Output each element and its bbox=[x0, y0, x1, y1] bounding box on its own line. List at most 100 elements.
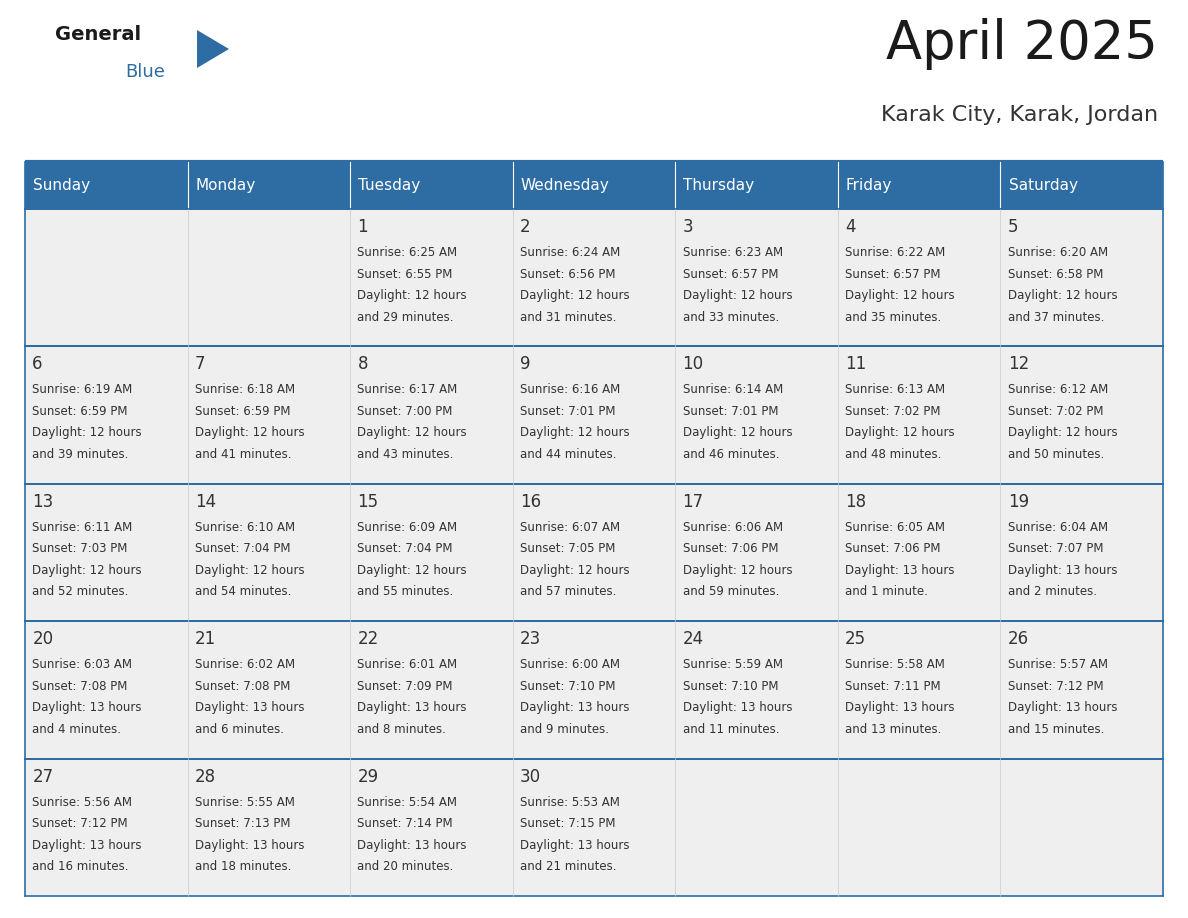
Text: Sunset: 6:59 PM: Sunset: 6:59 PM bbox=[32, 405, 128, 418]
Text: Daylight: 12 hours: Daylight: 12 hours bbox=[195, 426, 304, 440]
Bar bbox=[25, 209, 188, 346]
Text: Daylight: 13 hours: Daylight: 13 hours bbox=[1007, 701, 1117, 714]
Text: Sunset: 7:12 PM: Sunset: 7:12 PM bbox=[32, 817, 128, 830]
Text: Sunrise: 6:20 AM: Sunrise: 6:20 AM bbox=[1007, 246, 1108, 259]
Text: Sunrise: 6:03 AM: Sunrise: 6:03 AM bbox=[32, 658, 132, 671]
Text: 13: 13 bbox=[32, 493, 53, 510]
Bar bbox=[513, 346, 675, 484]
Text: Sunrise: 6:12 AM: Sunrise: 6:12 AM bbox=[1007, 384, 1108, 397]
Text: Daylight: 12 hours: Daylight: 12 hours bbox=[520, 564, 630, 577]
Bar bbox=[188, 346, 350, 484]
Text: and 37 minutes.: and 37 minutes. bbox=[1007, 310, 1104, 323]
Text: Sunset: 7:05 PM: Sunset: 7:05 PM bbox=[520, 543, 615, 555]
Text: 27: 27 bbox=[32, 767, 53, 786]
Text: 24: 24 bbox=[683, 630, 703, 648]
Bar bbox=[25, 162, 188, 209]
Text: Daylight: 13 hours: Daylight: 13 hours bbox=[845, 701, 955, 714]
Text: Sunset: 6:57 PM: Sunset: 6:57 PM bbox=[683, 267, 778, 281]
Text: Sunrise: 6:14 AM: Sunrise: 6:14 AM bbox=[683, 384, 783, 397]
Text: Blue: Blue bbox=[125, 63, 165, 81]
Text: and 8 minutes.: and 8 minutes. bbox=[358, 722, 447, 735]
Bar bbox=[838, 162, 1000, 209]
Text: 25: 25 bbox=[845, 630, 866, 648]
Text: Sunrise: 6:05 AM: Sunrise: 6:05 AM bbox=[845, 521, 946, 533]
Text: Sunrise: 6:17 AM: Sunrise: 6:17 AM bbox=[358, 384, 457, 397]
Text: Daylight: 13 hours: Daylight: 13 hours bbox=[845, 564, 955, 577]
Text: and 59 minutes.: and 59 minutes. bbox=[683, 586, 779, 599]
Text: 28: 28 bbox=[195, 767, 216, 786]
Bar bbox=[25, 758, 188, 896]
Text: Sunset: 6:59 PM: Sunset: 6:59 PM bbox=[195, 405, 290, 418]
Bar bbox=[188, 758, 350, 896]
Text: Sunrise: 5:57 AM: Sunrise: 5:57 AM bbox=[1007, 658, 1107, 671]
Text: Sunrise: 6:22 AM: Sunrise: 6:22 AM bbox=[845, 246, 946, 259]
Text: Sunrise: 6:00 AM: Sunrise: 6:00 AM bbox=[520, 658, 620, 671]
Text: 22: 22 bbox=[358, 630, 379, 648]
Text: Wednesday: Wednesday bbox=[520, 178, 609, 193]
Text: Karak City, Karak, Jordan: Karak City, Karak, Jordan bbox=[880, 105, 1158, 125]
Text: 21: 21 bbox=[195, 630, 216, 648]
Text: Sunset: 7:01 PM: Sunset: 7:01 PM bbox=[683, 405, 778, 418]
Text: and 15 minutes.: and 15 minutes. bbox=[1007, 722, 1104, 735]
Text: and 46 minutes.: and 46 minutes. bbox=[683, 448, 779, 461]
Bar bbox=[675, 484, 838, 621]
Text: Sunrise: 6:01 AM: Sunrise: 6:01 AM bbox=[358, 658, 457, 671]
Text: Sunset: 6:56 PM: Sunset: 6:56 PM bbox=[520, 267, 615, 281]
Text: 12: 12 bbox=[1007, 355, 1029, 374]
Text: and 57 minutes.: and 57 minutes. bbox=[520, 586, 617, 599]
Text: and 44 minutes.: and 44 minutes. bbox=[520, 448, 617, 461]
Text: 3: 3 bbox=[683, 218, 694, 236]
Text: 14: 14 bbox=[195, 493, 216, 510]
Text: Sunset: 7:10 PM: Sunset: 7:10 PM bbox=[520, 679, 615, 693]
Text: Sunset: 7:14 PM: Sunset: 7:14 PM bbox=[358, 817, 453, 830]
Text: and 2 minutes.: and 2 minutes. bbox=[1007, 586, 1097, 599]
Text: Friday: Friday bbox=[846, 178, 892, 193]
Text: and 41 minutes.: and 41 minutes. bbox=[195, 448, 291, 461]
Text: Sunrise: 6:25 AM: Sunrise: 6:25 AM bbox=[358, 246, 457, 259]
Text: Sunrise: 5:56 AM: Sunrise: 5:56 AM bbox=[32, 796, 132, 809]
Bar bbox=[838, 758, 1000, 896]
Bar bbox=[675, 162, 838, 209]
Text: 5: 5 bbox=[1007, 218, 1018, 236]
Text: 26: 26 bbox=[1007, 630, 1029, 648]
Text: Sunset: 7:13 PM: Sunset: 7:13 PM bbox=[195, 817, 290, 830]
Bar bbox=[838, 621, 1000, 758]
Text: Sunset: 7:11 PM: Sunset: 7:11 PM bbox=[845, 679, 941, 693]
Bar bbox=[188, 162, 350, 209]
Text: General: General bbox=[55, 25, 141, 44]
Text: Sunrise: 6:24 AM: Sunrise: 6:24 AM bbox=[520, 246, 620, 259]
Text: and 48 minutes.: and 48 minutes. bbox=[845, 448, 942, 461]
Bar bbox=[25, 484, 188, 621]
Text: and 18 minutes.: and 18 minutes. bbox=[195, 860, 291, 873]
Bar bbox=[513, 484, 675, 621]
Bar bbox=[350, 621, 513, 758]
Bar bbox=[350, 484, 513, 621]
Text: 29: 29 bbox=[358, 767, 379, 786]
Text: Sunrise: 6:13 AM: Sunrise: 6:13 AM bbox=[845, 384, 946, 397]
Text: Thursday: Thursday bbox=[683, 178, 754, 193]
Text: Sunrise: 6:06 AM: Sunrise: 6:06 AM bbox=[683, 521, 783, 533]
Text: Sunset: 7:15 PM: Sunset: 7:15 PM bbox=[520, 817, 615, 830]
Text: 9: 9 bbox=[520, 355, 531, 374]
Text: Daylight: 12 hours: Daylight: 12 hours bbox=[520, 426, 630, 440]
Text: and 52 minutes.: and 52 minutes. bbox=[32, 586, 128, 599]
Text: Daylight: 13 hours: Daylight: 13 hours bbox=[195, 839, 304, 852]
Bar bbox=[675, 346, 838, 484]
Bar bbox=[675, 209, 838, 346]
Text: 19: 19 bbox=[1007, 493, 1029, 510]
Text: Sunset: 7:08 PM: Sunset: 7:08 PM bbox=[195, 679, 290, 693]
Text: 7: 7 bbox=[195, 355, 206, 374]
Text: Sunset: 7:03 PM: Sunset: 7:03 PM bbox=[32, 543, 127, 555]
Bar bbox=[188, 484, 350, 621]
Bar bbox=[1000, 758, 1163, 896]
Text: Daylight: 12 hours: Daylight: 12 hours bbox=[520, 289, 630, 302]
Text: 10: 10 bbox=[683, 355, 703, 374]
Text: Sunday: Sunday bbox=[33, 178, 90, 193]
Text: Sunset: 7:04 PM: Sunset: 7:04 PM bbox=[358, 543, 453, 555]
Text: Sunset: 7:02 PM: Sunset: 7:02 PM bbox=[845, 405, 941, 418]
Text: and 55 minutes.: and 55 minutes. bbox=[358, 586, 454, 599]
Text: and 11 minutes.: and 11 minutes. bbox=[683, 722, 779, 735]
Bar bbox=[1000, 162, 1163, 209]
Text: and 9 minutes.: and 9 minutes. bbox=[520, 722, 609, 735]
Text: 30: 30 bbox=[520, 767, 542, 786]
